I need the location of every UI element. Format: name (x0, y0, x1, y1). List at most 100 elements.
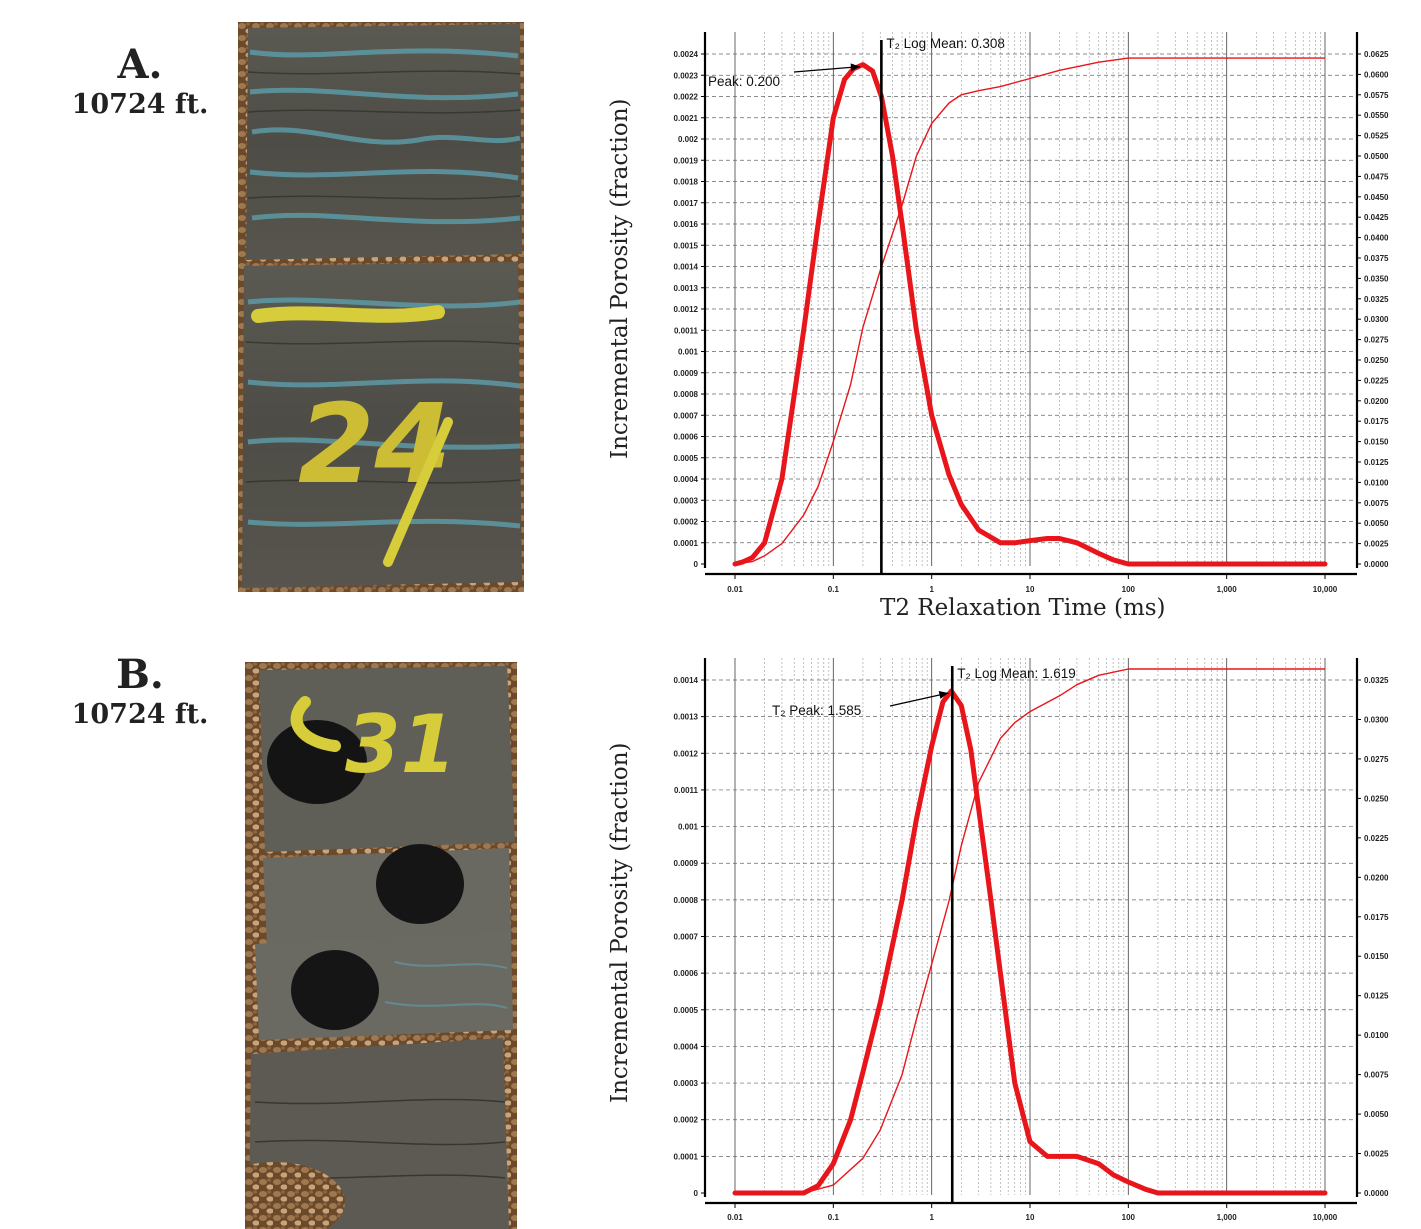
x-tick-label: 10,000 (1313, 585, 1338, 594)
y-tick-label: 0.0022 (674, 93, 699, 102)
core-marking-b: 31 (345, 698, 456, 791)
y2-tick-label: 0.0475 (1364, 172, 1389, 181)
y-tick-label: 0.0017 (674, 199, 699, 208)
x-tick-label: 1,000 (1217, 585, 1238, 594)
cumulative-porosity-line (734, 57, 1325, 565)
y-tick-label: 0.0002 (674, 518, 699, 527)
y2-tick-label: 0.0125 (1364, 992, 1389, 1001)
y2-tick-label: 0.0325 (1364, 676, 1389, 685)
y-tick-label: 0.0007 (674, 411, 699, 420)
y2-tick-label: 0.0250 (1364, 794, 1389, 803)
y2-tick-label: 0.0000 (1364, 560, 1389, 569)
y2-tick-label: 0.0050 (1364, 1110, 1389, 1119)
y2-tick-label: 0.0025 (1364, 540, 1389, 549)
y2-tick-label: 0.0150 (1364, 438, 1389, 447)
y-tick-label: 0.0001 (674, 539, 699, 548)
y2-tick-label: 0.0600 (1364, 70, 1389, 79)
y-tick-label: 0.0013 (674, 713, 699, 722)
x-tick-label: 1 (929, 585, 934, 594)
y2-tick-label: 0.0200 (1364, 397, 1389, 406)
y2-tick-label: 0.0175 (1364, 913, 1389, 922)
y2-tick-label: 0.0075 (1364, 1071, 1389, 1080)
y2-tick-label: 0.0225 (1364, 834, 1389, 843)
core-photo-b: 31 (245, 662, 517, 1229)
chart-b-y-title: Incremental Porosity (fraction) (607, 742, 633, 1104)
y-tick-label: 0.0024 (674, 50, 699, 59)
y-tick-label: 0.0018 (674, 178, 699, 187)
x-tick-label: 0.1 (828, 1213, 840, 1222)
y2-tick-label: 0.0575 (1364, 91, 1389, 100)
incremental-porosity-line (732, 688, 1328, 1196)
x-tick-label: 10,000 (1313, 1213, 1338, 1222)
y-tick-label: 0.0015 (674, 241, 699, 250)
chart-b: 0 0.0001 0.0002 0.0003 0.0004 0.0005 0.0006 0.0… (674, 658, 1389, 1222)
y2-tick-label: 0.0400 (1364, 234, 1389, 243)
y-tick-label: 0.0005 (674, 1006, 699, 1015)
x-tick-label: 0.01 (727, 585, 743, 594)
y2-tick-label: 0.0100 (1364, 1031, 1389, 1040)
peak-label: T₂ Peak: 1.585 (772, 703, 861, 718)
y2-tick-label: 0.0075 (1364, 499, 1389, 508)
y-tick-label: 0.001 (678, 823, 699, 832)
y2-tick-label: 0.0625 (1364, 50, 1389, 59)
chart-a: 0 0.0001 0.0002 0.0003 0.0004 0.0005 0.0006 0.0… (674, 32, 1389, 594)
y2-tick-label: 0.0300 (1364, 715, 1389, 724)
x-tick-label: 0.1 (828, 585, 840, 594)
y2-tick-label: 0.0450 (1364, 193, 1389, 202)
panel-letter: B. (116, 651, 164, 698)
y2-tick-label: 0.0250 (1364, 356, 1389, 365)
y2-tick-label: 0.0425 (1364, 213, 1389, 222)
y-tick-label: 0.0016 (674, 220, 699, 229)
log-mean-label: T₂ Log Mean: 0.308 (886, 36, 1005, 51)
y-tick-label: 0.0023 (674, 71, 699, 80)
y-tick-label: 0.0005 (674, 454, 699, 463)
y2-tick-label: 0.0000 (1364, 1189, 1389, 1198)
y2-tick-label: 0.0125 (1364, 458, 1389, 467)
y-tick-label: 0.0004 (674, 1042, 699, 1051)
incremental-porosity-line (732, 62, 1328, 567)
x-tick-label: 10 (1026, 1213, 1035, 1222)
chart-a-y-title: Incremental Porosity (fraction) (607, 98, 633, 460)
y2-tick-label: 0.0225 (1364, 376, 1389, 385)
y-tick-label: 0.0008 (674, 390, 699, 399)
y-tick-label: 0.0003 (674, 496, 699, 505)
core-marking-a: 24 (298, 380, 451, 508)
chart-a-x-title: T2 Relaxation Time (ms) (880, 595, 1166, 621)
y2-tick-label: 0.0275 (1364, 336, 1389, 345)
core-photo-a: 24 (238, 22, 524, 592)
y2-tick-label: 0.0350 (1364, 274, 1389, 283)
y2-tick-label: 0.0550 (1364, 111, 1389, 120)
peak-arrowhead (938, 691, 949, 699)
panel-a-label: A. 10724 ft. (40, 42, 240, 122)
x-tick-label: 100 (1122, 585, 1136, 594)
panel-b-label: B. 10724 ft. (40, 652, 240, 732)
x-tick-label: 10 (1026, 585, 1035, 594)
y-tick-label: 0.0007 (674, 933, 699, 942)
y-tick-label: 0.0009 (674, 369, 699, 378)
y2-tick-label: 0.0175 (1364, 417, 1389, 426)
y-tick-label: 0.0006 (674, 433, 699, 442)
y2-tick-label: 0.0275 (1364, 755, 1389, 764)
y-tick-label: 0.0002 (674, 1116, 699, 1125)
panel-letter: A. (117, 41, 163, 88)
y-tick-label: 0.0006 (674, 969, 699, 978)
y-tick-label: 0.0008 (674, 896, 699, 905)
log-mean-label: T₂ Log Mean: 1.619 (957, 666, 1076, 681)
y-tick-label: 0 (694, 560, 699, 569)
y-tick-label: 0.0012 (674, 749, 699, 758)
y2-tick-label: 0.0200 (1364, 873, 1389, 882)
y-tick-label: 0.0021 (674, 114, 699, 123)
x-tick-label: 0.01 (727, 1213, 743, 1222)
x-tick-label: 1,000 (1217, 1213, 1238, 1222)
peak-arrowhead (850, 63, 860, 72)
x-tick-label: 1 (929, 1213, 934, 1222)
y-tick-label: 0.0009 (674, 859, 699, 868)
y2-tick-label: 0.0025 (1364, 1150, 1389, 1159)
y-tick-label: 0.002 (678, 135, 699, 144)
y-tick-label: 0.0011 (674, 786, 699, 795)
y2-tick-label: 0.0375 (1364, 254, 1389, 263)
y-tick-label: 0.0019 (674, 156, 699, 165)
y2-tick-label: 0.0300 (1364, 315, 1389, 324)
panel-depth: 10724 ft. (71, 699, 209, 730)
y-tick-label: 0.0011 (674, 326, 699, 335)
